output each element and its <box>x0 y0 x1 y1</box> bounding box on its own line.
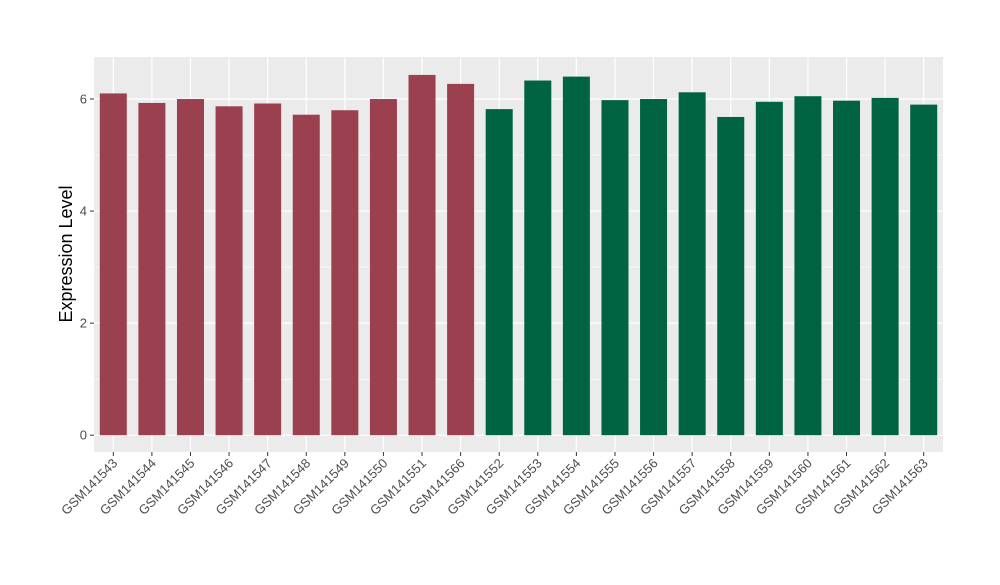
y-tick-label: 4 <box>80 204 87 219</box>
bar-GSM141551 <box>408 74 436 436</box>
bar-GSM141553 <box>524 80 552 436</box>
y-axis-label: Expression Level <box>56 185 76 322</box>
bar-GSM141555 <box>601 100 629 436</box>
x-axis: GSM141543GSM141544GSM141545GSM141546GSM1… <box>58 452 931 518</box>
bar-GSM141549 <box>331 110 359 436</box>
bar-GSM141550 <box>369 99 397 436</box>
y-tick-label: 2 <box>80 316 87 331</box>
bar-GSM141546 <box>215 106 243 436</box>
bar-GSM141560 <box>794 96 822 436</box>
bar-GSM141562 <box>871 97 899 436</box>
bar-GSM141544 <box>138 102 166 436</box>
bar-GSM141561 <box>833 100 861 436</box>
bar-GSM141559 <box>755 101 783 436</box>
bar-GSM141554 <box>562 76 590 436</box>
bar-GSM141566 <box>447 83 475 436</box>
y-tick-label: 0 <box>80 428 87 443</box>
bar-GSM141556 <box>640 99 668 436</box>
y-tick-label: 6 <box>80 92 87 107</box>
bars <box>99 74 938 436</box>
bar-GSM141563 <box>910 104 938 436</box>
bar-GSM141545 <box>176 99 204 436</box>
bar-GSM141557 <box>678 92 706 436</box>
y-axis: 0 2 4 6 <box>80 92 94 443</box>
bar-GSM141543 <box>99 93 127 436</box>
bar-GSM141547 <box>254 103 282 436</box>
bar-GSM141558 <box>717 116 745 436</box>
bar-GSM141548 <box>292 114 320 436</box>
bar-GSM141552 <box>485 109 513 436</box>
